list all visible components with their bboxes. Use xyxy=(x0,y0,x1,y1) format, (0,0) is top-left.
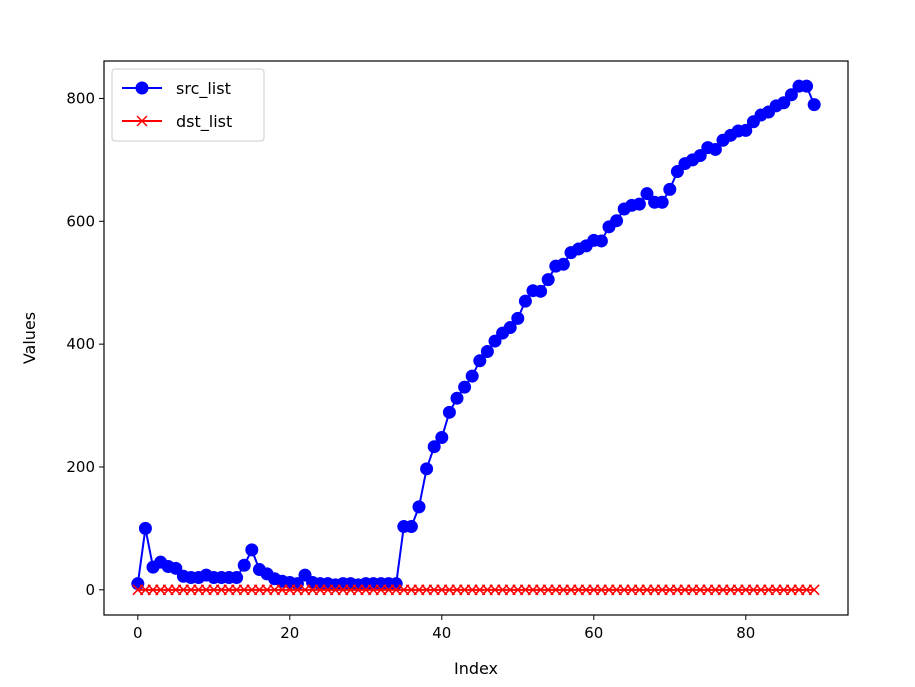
y-axis-label: Values xyxy=(20,312,39,364)
x-tick-label: 0 xyxy=(133,624,143,642)
data-point xyxy=(503,321,517,335)
data-point xyxy=(511,311,525,325)
data-point xyxy=(739,123,753,137)
data-point xyxy=(169,561,183,575)
y-tick-label: 400 xyxy=(66,335,95,353)
data-point xyxy=(389,577,403,591)
x-tick-label: 20 xyxy=(280,624,299,642)
data-point xyxy=(465,369,479,383)
series-src_list xyxy=(131,79,821,592)
data-point xyxy=(808,584,820,596)
data-point xyxy=(138,521,152,535)
y-tick-label: 800 xyxy=(66,89,95,107)
data-point xyxy=(230,571,244,585)
data-point xyxy=(435,430,449,444)
y-tick-label: 0 xyxy=(85,581,95,599)
legend-entry-src_list: src_list xyxy=(122,79,231,99)
data-point xyxy=(518,294,532,308)
data-point xyxy=(670,165,684,179)
data-point xyxy=(610,214,624,228)
data-point xyxy=(420,462,434,476)
data-point xyxy=(777,96,791,110)
data-point xyxy=(784,88,798,102)
data-point xyxy=(488,334,502,348)
y-tick-label: 200 xyxy=(66,458,95,476)
data-point xyxy=(655,195,669,209)
legend-label: src_list xyxy=(176,79,231,99)
data-point xyxy=(534,284,548,298)
data-point xyxy=(473,354,487,368)
legend-marker xyxy=(135,81,149,95)
data-point xyxy=(237,558,251,572)
series-layer xyxy=(131,79,821,596)
y-tick-label: 600 xyxy=(66,212,95,230)
x-axis-label: Index xyxy=(454,659,498,678)
data-point xyxy=(458,380,472,394)
data-point xyxy=(412,500,426,514)
data-point xyxy=(404,520,418,534)
data-point xyxy=(632,197,646,211)
data-point xyxy=(640,187,654,201)
data-point xyxy=(245,543,259,557)
data-point xyxy=(131,577,145,591)
x-tick-label: 80 xyxy=(736,624,755,642)
data-point xyxy=(450,391,464,405)
data-point xyxy=(594,234,608,248)
plot-frame xyxy=(103,60,849,616)
series-dst_list xyxy=(132,584,820,596)
legend: src_list dst_list xyxy=(111,68,265,142)
x-tick-label: 40 xyxy=(432,624,451,642)
data-point xyxy=(427,440,441,454)
data-point xyxy=(708,142,722,156)
legend-label: dst_list xyxy=(176,112,232,132)
data-point xyxy=(541,273,555,287)
data-point xyxy=(480,345,494,359)
legend-entries: src_list dst_list xyxy=(122,79,232,132)
data-point xyxy=(800,79,814,93)
x-tick-label: 60 xyxy=(584,624,603,642)
data-point xyxy=(556,257,570,271)
data-point xyxy=(663,182,677,196)
data-point xyxy=(442,405,456,419)
legend-marker xyxy=(136,115,148,127)
data-point xyxy=(807,98,821,112)
legend-entry-dst_list: dst_list xyxy=(122,112,232,132)
data-point xyxy=(693,149,707,163)
